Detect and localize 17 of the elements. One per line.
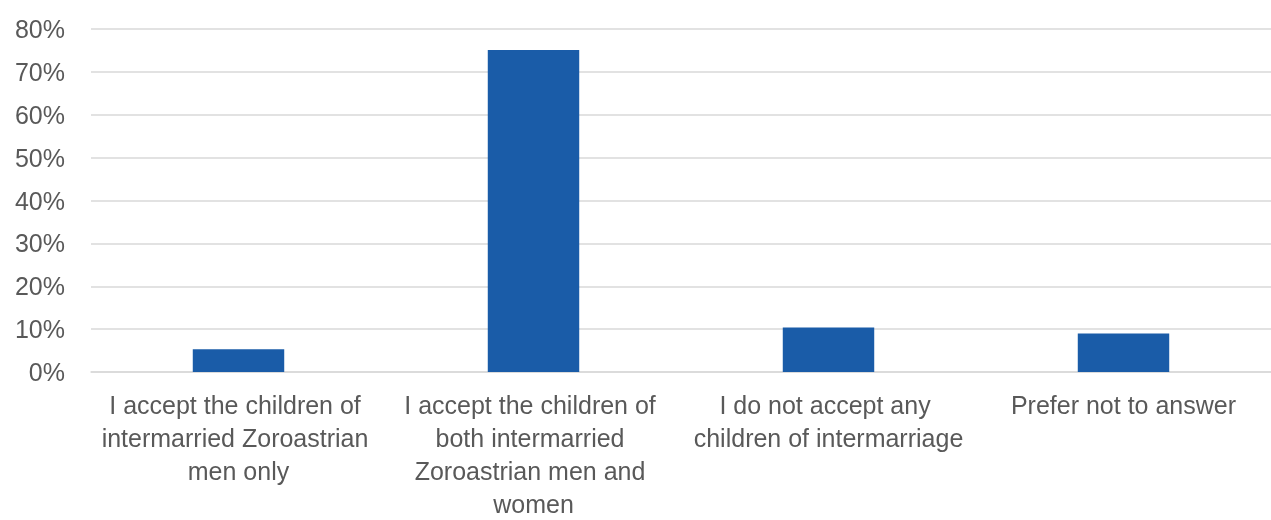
y-tick-label: 50%	[14, 143, 65, 172]
x-tick-label: I accept the children of both intermarried Zoroastrian men and women	[404, 390, 663, 518]
y-tick-label: 40%	[14, 186, 65, 215]
y-tick-label: 80%	[14, 15, 65, 43]
x-tick-label: Prefer not to answer	[1010, 390, 1237, 419]
bar	[1077, 333, 1170, 372]
bar	[487, 50, 580, 372]
y-tick-label: 20%	[14, 272, 65, 301]
y-tick-label: 70%	[14, 57, 65, 86]
x-tick-label: I do not accept any children of intermarriage	[693, 390, 964, 452]
y-tick-label: 60%	[14, 100, 65, 129]
y-tick-label: 30%	[14, 229, 65, 258]
x-tick-label: I accept the children of intermarried Zoroastrian men only	[101, 390, 376, 485]
y-tick-label: 0%	[28, 358, 65, 386]
y-tick-label: 10%	[14, 315, 65, 344]
bar	[192, 349, 285, 372]
bar	[782, 327, 875, 372]
